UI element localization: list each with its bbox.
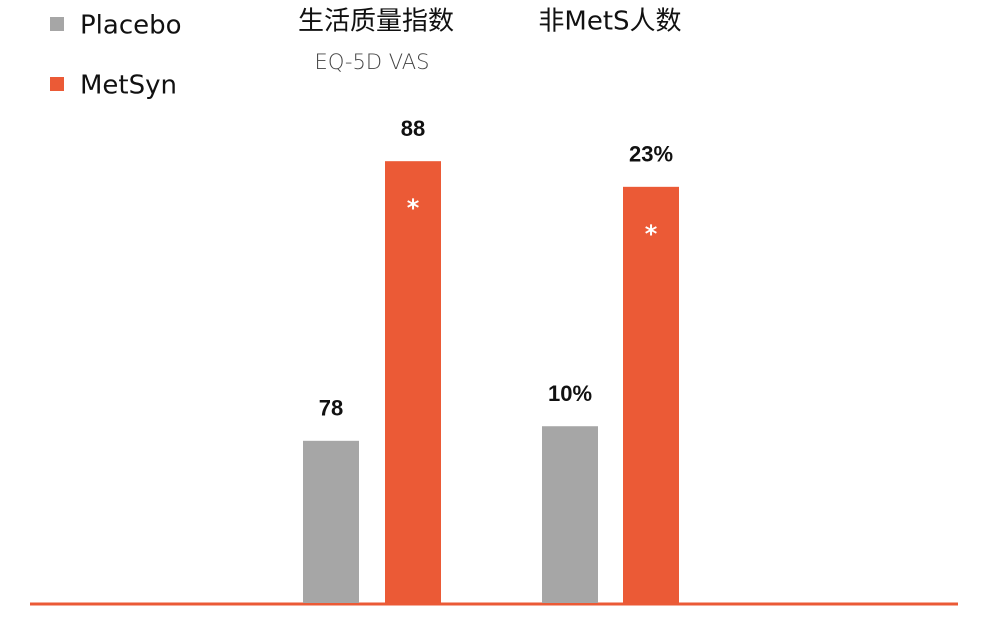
significance-mark: * [645,220,658,248]
value-label: 88 [401,116,425,141]
chart-title: 生活质量指数 [298,7,454,37]
chart-subtitle: EQ-5D VAS [315,50,430,74]
value-label: 10% [548,381,592,406]
legend-swatch [50,77,64,91]
legend-label: Placebo [80,11,182,41]
bar [542,426,598,603]
value-label: 23% [629,142,673,167]
value-label: 78 [319,396,343,421]
bar [623,186,679,603]
legend-swatch [50,17,64,31]
significance-mark: * [407,194,420,222]
bar [385,161,441,603]
legend-label: MetSyn [80,71,177,101]
bar [303,440,359,603]
chart-title: 非MetS人数 [538,7,681,37]
